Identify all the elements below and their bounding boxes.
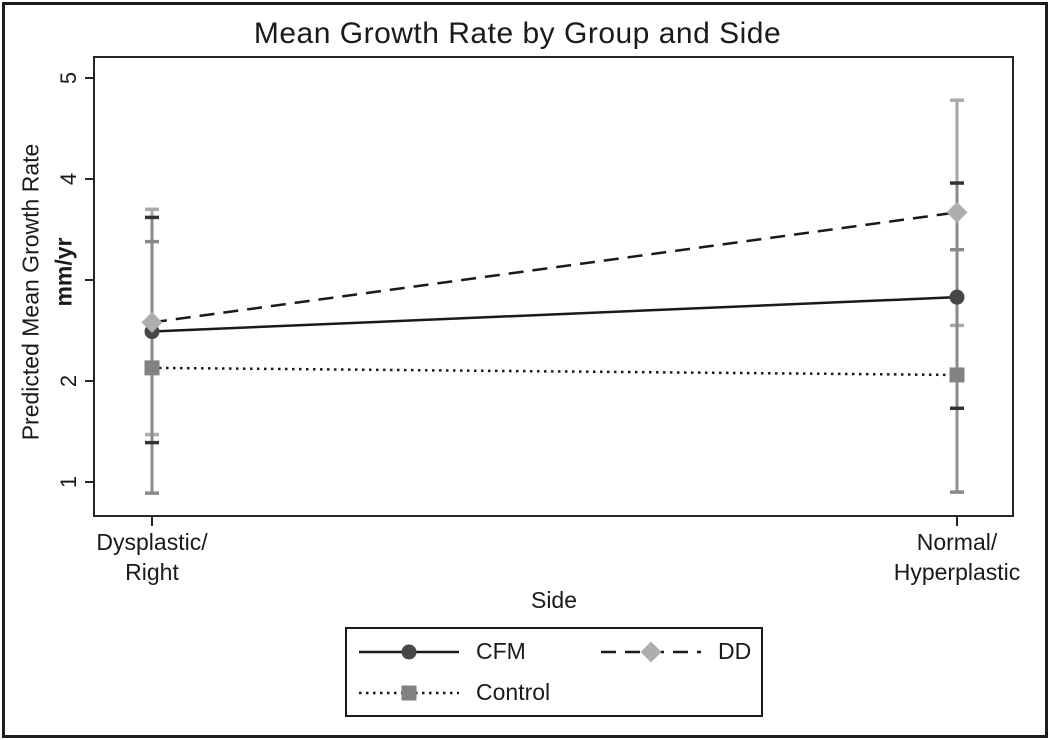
series-line-cfm [151,295,958,333]
x-category-label-line: Dysplastic/ [96,529,208,555]
marker-control [949,367,965,383]
legend-marker-control-icon [401,685,417,700]
y-tick-label: 1 [56,475,81,489]
legend-marker-dd-icon [640,641,662,662]
legend-label-control: Control [476,679,551,705]
series-line-control [151,366,958,377]
legend-marker-cfm-icon [401,644,417,659]
x-category-label: Dysplastic/Right [96,527,207,587]
x-category-label-line: Right [125,559,179,585]
legend-sample-cfm [359,644,459,659]
legend-item-cfm: CFM [357,638,599,666]
y-tick-label: 5 [56,71,81,85]
x-category-label-line: Hyperplastic [893,559,1021,585]
legend: CFM DD Control [345,627,763,717]
chart-title: Mean Growth Rate by Group and Side [253,17,782,50]
marker-dd [946,201,968,223]
legend-item-dd: DD [599,638,751,666]
x-category-label: Normal/Hyperplastic [894,527,1021,587]
legend-sample-dd [601,641,701,662]
plot-frame [93,56,1014,517]
legend-item-control: Control [357,679,599,707]
legend-label-dd: DD [718,638,752,664]
marker-dd [141,311,163,333]
legend-sample-control [359,685,459,700]
series-line-dd [151,211,958,324]
x-axis-title: Side [530,587,578,613]
marker-cfm [949,289,965,305]
marker-control [144,360,160,376]
y-tick-label: 2 [56,374,81,388]
x-category-label-line: Normal/ [916,529,998,555]
y-tick-label: 4 [56,172,81,186]
legend-label-cfm: CFM [476,638,526,664]
